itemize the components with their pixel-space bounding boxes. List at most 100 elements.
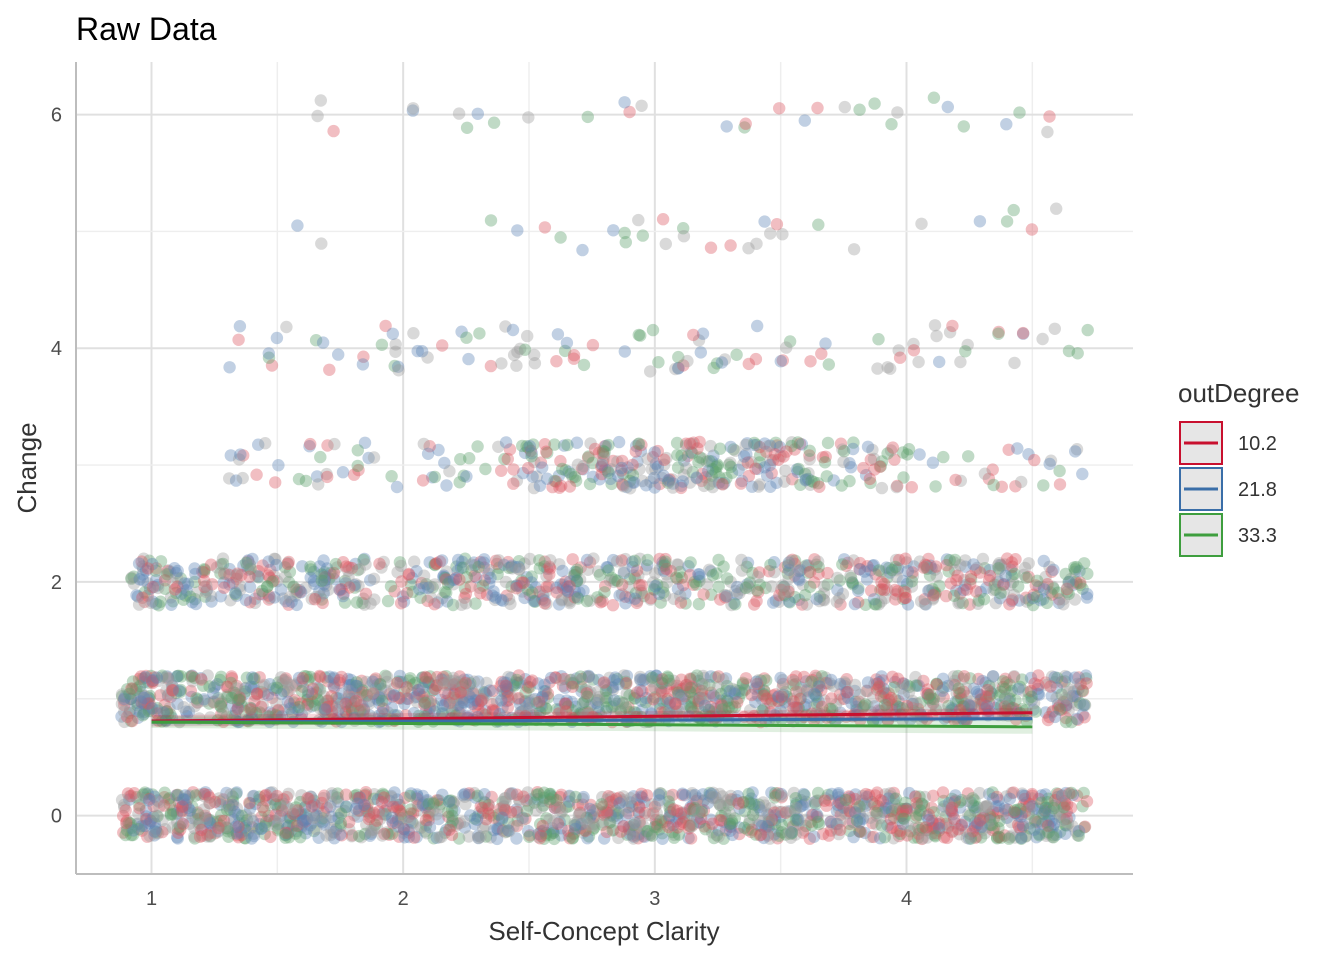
- data-point: [1080, 677, 1093, 690]
- data-point: [720, 589, 733, 602]
- data-point: [627, 832, 640, 845]
- data-point: [460, 121, 474, 134]
- data-point: [945, 801, 959, 814]
- data-point: [580, 594, 594, 608]
- data-point: [583, 811, 596, 825]
- data-point: [978, 800, 991, 814]
- data-point: [282, 810, 295, 824]
- data-point: [751, 584, 764, 597]
- data-point: [445, 828, 459, 842]
- data-point: [385, 470, 398, 483]
- data-point: [287, 819, 300, 832]
- data-point: [820, 799, 833, 812]
- data-point: [688, 788, 702, 802]
- data-point: [227, 813, 241, 826]
- data-point: [570, 563, 584, 576]
- data-point: [428, 470, 441, 484]
- data-point: [1022, 807, 1035, 820]
- data-point: [630, 829, 643, 842]
- data-point: [1028, 816, 1042, 829]
- data-point: [430, 808, 443, 821]
- data-point: [954, 559, 967, 572]
- data-point: [761, 469, 774, 482]
- data-point: [390, 800, 404, 814]
- data-point: [721, 572, 734, 585]
- data-point: [974, 813, 987, 826]
- data-point: [270, 558, 283, 572]
- data-point: [463, 452, 476, 465]
- data-point: [1064, 801, 1078, 814]
- data-point: [233, 320, 247, 333]
- data-point: [905, 481, 918, 494]
- data-point: [214, 798, 227, 811]
- data-point: [1007, 203, 1020, 217]
- data-point: [884, 362, 897, 375]
- data-point: [629, 816, 642, 830]
- data-point: [720, 120, 733, 133]
- data-point: [959, 345, 972, 358]
- data-point: [538, 221, 552, 234]
- data-point: [1037, 479, 1050, 492]
- data-point: [730, 793, 743, 807]
- data-point: [451, 817, 464, 830]
- data-point: [148, 829, 161, 842]
- data-point: [992, 830, 1006, 844]
- data-point: [247, 829, 261, 843]
- data-point: [1053, 825, 1067, 839]
- data-point: [1060, 819, 1073, 832]
- data-point: [386, 827, 399, 840]
- data-point: [679, 813, 692, 826]
- data-point: [1069, 445, 1082, 458]
- data-point: [506, 323, 520, 337]
- data-point: [357, 798, 371, 811]
- data-point: [631, 793, 644, 806]
- data-point: [1042, 801, 1055, 815]
- data-point: [262, 347, 275, 360]
- data-point: [238, 816, 251, 830]
- data-point: [246, 671, 259, 684]
- data-point: [799, 589, 812, 602]
- data-point: [395, 812, 408, 825]
- data-point: [912, 821, 925, 834]
- data-point: [390, 676, 404, 690]
- data-point: [720, 812, 733, 826]
- data-point: [315, 574, 328, 587]
- data-point: [1015, 831, 1028, 844]
- data-point: [695, 803, 708, 816]
- data-point: [818, 794, 831, 807]
- data-point: [188, 822, 201, 835]
- data-point: [1044, 680, 1057, 693]
- data-point: [559, 800, 573, 814]
- data-point: [510, 803, 523, 816]
- data-point: [972, 807, 985, 820]
- data-point: [177, 701, 190, 714]
- data-point: [671, 821, 684, 834]
- data-point: [418, 696, 432, 709]
- data-point: [377, 791, 391, 804]
- data-point: [685, 801, 699, 815]
- data-point: [389, 338, 402, 351]
- data-point: [824, 673, 838, 687]
- data-point: [324, 828, 337, 842]
- data-point: [573, 818, 587, 831]
- data-point: [861, 440, 875, 453]
- data-point: [119, 804, 132, 817]
- data-point: [916, 832, 930, 845]
- data-point: [843, 817, 856, 831]
- data-point: [595, 798, 608, 811]
- data-point: [1018, 789, 1032, 803]
- data-point: [724, 460, 738, 473]
- data-point: [682, 831, 695, 845]
- data-point: [492, 554, 505, 567]
- data-point: [385, 791, 398, 804]
- data-point: [350, 679, 363, 693]
- data-point: [798, 798, 811, 811]
- data-point: [226, 790, 239, 803]
- data-point: [132, 557, 146, 570]
- legend-label: 10.2: [1238, 433, 1277, 455]
- data-point: [443, 465, 456, 478]
- data-point: [724, 820, 738, 834]
- data-point: [226, 795, 240, 808]
- data-point: [853, 825, 866, 838]
- data-point: [277, 797, 290, 810]
